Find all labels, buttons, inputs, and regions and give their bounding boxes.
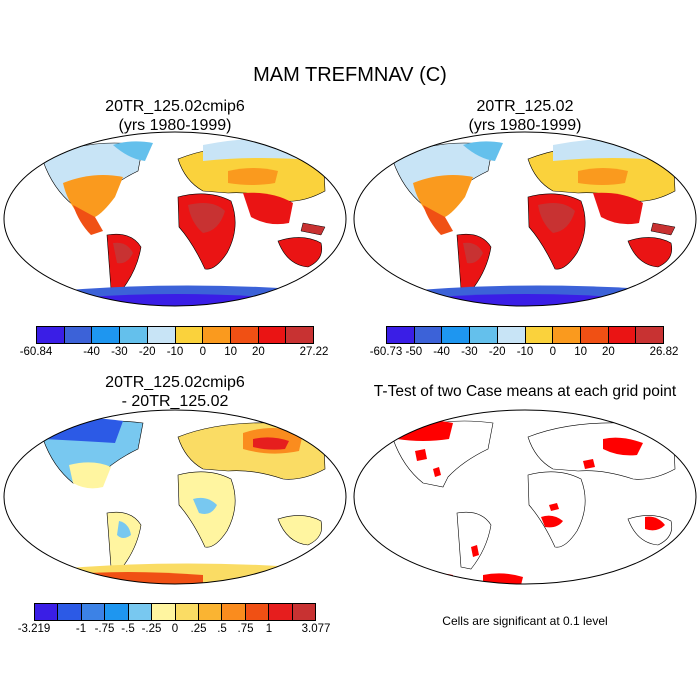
colorbar3-swatch [35, 604, 59, 620]
colorbar-1 [36, 326, 314, 344]
colorbar2-swatch [387, 327, 415, 343]
colorbar3-label: -.25 [141, 623, 162, 635]
panel-3-title: 20TR_125.02cmip6 - 20TR_125.02 [40, 373, 310, 411]
colorbar1-label: 0 [199, 346, 206, 358]
panel-1-title-line1: 20TR_125.02cmip6 [105, 98, 245, 115]
colorbar2-label: -30 [461, 346, 478, 358]
colorbar3-label: .75 [237, 623, 254, 635]
colorbar2-label: -40 [433, 346, 450, 358]
colorbar2-swatch [608, 327, 637, 343]
colorbar-2 [386, 326, 664, 344]
colorbar1-label: -40 [83, 346, 100, 358]
panel-3-title-line1: 20TR_125.02cmip6 [105, 374, 245, 391]
colorbar3-swatch [58, 604, 82, 620]
colorbar1-swatch [64, 327, 93, 343]
colorbar1-label: -20 [138, 346, 156, 358]
colorbar1-label: 27.22 [299, 346, 329, 358]
colorbar-3 [34, 603, 316, 621]
panel-2-title-line1: 20TR_125.02 [476, 98, 574, 115]
colorbar2-swatch [470, 327, 498, 343]
colorbar1-label: 10 [224, 346, 237, 358]
colorbar1-swatch [286, 327, 314, 343]
colorbar2-swatch [636, 327, 664, 343]
panel-4-title: T-Test of two Case means at each grid po… [373, 383, 677, 400]
colorbar3-swatch [128, 604, 153, 620]
colorbar3-label: -3.219 [17, 623, 51, 635]
colorbar2-swatch [414, 327, 443, 343]
map-panel-2 [353, 131, 697, 307]
colorbar2-swatch [553, 327, 581, 343]
panel-1-title-line2: (yrs 1980-1999) [118, 117, 232, 134]
figure-title: MAM TREFMNAV (C) [253, 64, 447, 86]
colorbar2-swatch [497, 327, 526, 343]
colorbar2-swatch [442, 327, 471, 343]
colorbar1-swatch [147, 327, 176, 343]
colorbar1-swatch [92, 327, 121, 343]
colorbar2-label: 20 [601, 346, 615, 358]
colorbar2-label: 0 [549, 346, 556, 358]
colorbar1-label: 20 [251, 346, 265, 358]
colorbar2-swatch [525, 327, 554, 343]
colorbar2-label: -10 [516, 346, 534, 358]
colorbar1-swatch [175, 327, 204, 343]
colorbar3-swatch [81, 604, 106, 620]
panel-4-caption: Cells are significant at 0.1 level [442, 614, 608, 628]
panel-2-title-line2: (yrs 1980-1999) [468, 117, 582, 134]
colorbar3-swatch [292, 604, 316, 620]
colorbar2-label: -20 [488, 346, 506, 358]
colorbar2-swatch [580, 327, 609, 343]
panel-2-title: 20TR_125.02 (yrs 1980-1999) [390, 97, 660, 135]
colorbar1-swatch [258, 327, 287, 343]
colorbar3-label: .25 [190, 623, 207, 635]
colorbar3-label: -.75 [94, 623, 115, 635]
colorbar3-label: 3.077 [301, 623, 331, 635]
colorbar3-label: -.5 [121, 623, 135, 635]
colorbar3-swatch [198, 604, 223, 620]
colorbar3-label: 0 [171, 623, 179, 635]
colorbar3-label: 1 [265, 623, 273, 635]
colorbar2-label: -50 [405, 346, 423, 358]
colorbar2-label: 10 [574, 346, 587, 358]
colorbar1-label: -10 [166, 346, 184, 358]
colorbar1-label: -60.84 [19, 346, 53, 358]
colorbar3-swatch [175, 604, 199, 620]
colorbar2-label: 26.82 [649, 346, 679, 358]
panel-1-title: 20TR_125.02cmip6 (yrs 1980-1999) [40, 97, 310, 135]
colorbar3-label: -1 [75, 623, 87, 635]
colorbar3-swatch [222, 604, 246, 620]
colorbar2-label: -60.73 [369, 346, 403, 358]
panel-3-title-line2: - 20TR_125.02 [121, 393, 229, 410]
map-panel-1 [3, 131, 347, 307]
colorbar1-label: -30 [111, 346, 128, 358]
colorbar1-swatch [203, 327, 231, 343]
colorbar3-swatch [245, 604, 270, 620]
colorbar1-swatch [37, 327, 65, 343]
colorbar3-label: .5 [217, 623, 227, 635]
map-panel-4 [353, 409, 697, 585]
map-panel-3 [3, 409, 347, 585]
colorbar3-swatch [152, 604, 176, 620]
colorbar1-swatch [120, 327, 148, 343]
colorbar3-swatch [105, 604, 129, 620]
colorbar1-swatch [230, 327, 259, 343]
colorbar3-swatch [269, 604, 293, 620]
